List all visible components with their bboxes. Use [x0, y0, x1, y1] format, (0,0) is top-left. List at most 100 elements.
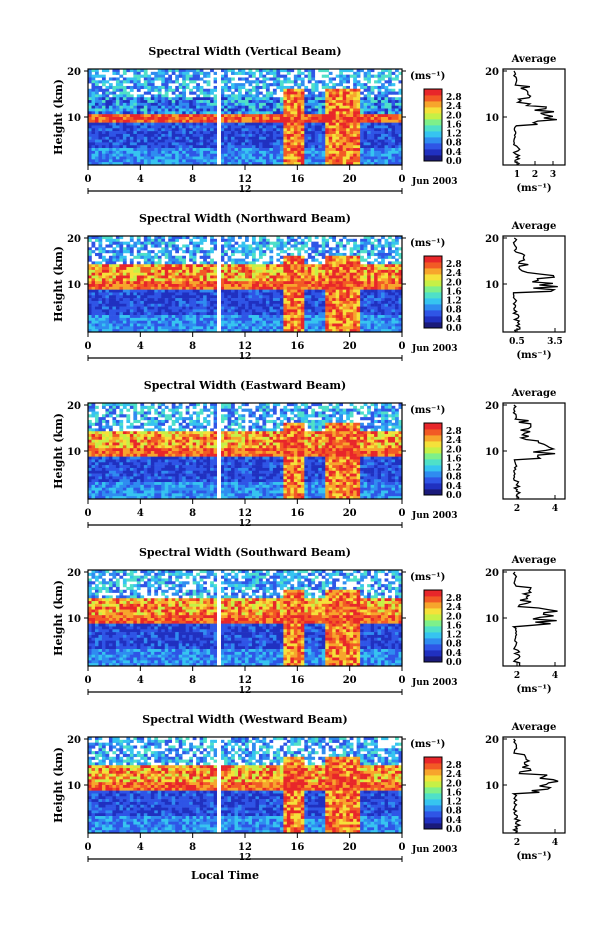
- heatmap-cell: [283, 69, 288, 73]
- heatmap-cell: [227, 139, 232, 143]
- heatmap-cell: [321, 295, 326, 299]
- heatmap-cell: [182, 148, 186, 152]
- colorbar-swatch: [424, 143, 442, 150]
- heatmap-cell: [388, 252, 392, 257]
- heatmap-cell: [321, 91, 326, 95]
- heatmap-cell: [175, 111, 180, 115]
- heatmap-cell: [335, 122, 340, 126]
- x-tick-label: 4: [137, 174, 144, 185]
- heatmap-cell: [339, 309, 343, 313]
- heatmap-cell: [133, 133, 138, 138]
- heatmap-cell: [199, 261, 204, 265]
- heatmap-cell: [122, 162, 127, 166]
- heatmap-cell: [251, 238, 256, 242]
- heatmap-cell: [258, 264, 263, 268]
- heatmap-cell: [272, 286, 277, 290]
- heatmap-cell: [224, 281, 228, 285]
- heatmap-cell: [192, 236, 197, 240]
- heatmap-cell: [304, 125, 309, 129]
- heatmap-cell: [91, 300, 96, 305]
- heatmap-cell: [178, 148, 183, 152]
- heatmap-cell: [220, 111, 225, 115]
- heatmap-cell: [140, 139, 145, 143]
- heatmap-cell: [88, 74, 92, 78]
- heatmap-cell: [147, 255, 152, 259]
- heatmap-cell: [133, 105, 138, 109]
- heatmap-cell: [304, 128, 309, 132]
- heatmap-cell: [353, 238, 357, 242]
- heatmap-cell: [367, 142, 371, 146]
- heatmap-cell: [136, 145, 141, 149]
- heatmap-cell: [199, 284, 204, 288]
- heatmap-cell: [276, 275, 281, 279]
- heatmap-cell: [150, 264, 155, 268]
- heatmap-cell: [168, 150, 173, 154]
- heatmap-cell: [112, 133, 117, 138]
- heatmap-cell: [367, 278, 371, 282]
- heatmap-cell: [150, 71, 155, 75]
- heatmap-cell: [182, 150, 186, 154]
- heatmap-cell: [346, 145, 350, 149]
- heatmap-cell: [384, 102, 389, 106]
- x-tick-label: 0: [85, 174, 92, 185]
- heatmap-cell: [356, 255, 361, 259]
- heatmap-cell: [262, 278, 267, 282]
- heatmap-cell: [367, 150, 371, 154]
- heatmap-cell: [238, 264, 242, 268]
- heatmap-cell: [133, 244, 138, 248]
- heatmap-cell: [360, 97, 364, 101]
- heatmap-cell: [178, 108, 183, 112]
- heatmap-cell: [154, 136, 159, 140]
- heatmap-cell: [307, 247, 312, 251]
- heatmap-cell: [245, 111, 249, 115]
- heatmap-cell: [328, 272, 333, 276]
- heatmap-cell: [258, 97, 263, 101]
- heatmap-cell: [227, 238, 232, 242]
- heatmap-cell: [122, 312, 127, 316]
- heatmap-cell: [126, 133, 131, 138]
- heatmap-cell: [143, 102, 148, 106]
- heatmap-cell: [101, 298, 106, 302]
- heatmap-cell: [112, 114, 117, 118]
- heatmap-cell: [150, 241, 155, 245]
- heatmap-cell: [377, 102, 382, 106]
- heatmap-cell: [398, 100, 403, 104]
- heatmap-cell: [342, 269, 347, 273]
- heatmap-cell: [101, 284, 106, 288]
- heatmap-cell: [349, 295, 354, 299]
- heatmap-cell: [154, 309, 159, 313]
- heatmap-cell: [297, 139, 302, 143]
- heatmap-cell: [210, 131, 214, 135]
- heatmap-cell: [157, 77, 162, 81]
- heatmap-cell: [353, 74, 357, 78]
- heatmap-cell: [231, 309, 235, 313]
- heatmap-cell: [175, 128, 180, 132]
- heatmap-cell: [241, 252, 246, 257]
- heatmap-cell: [297, 162, 302, 166]
- heatmap-cell: [105, 125, 110, 129]
- heatmap-cell: [108, 136, 113, 140]
- heatmap-cell: [220, 264, 225, 268]
- heatmap-cell: [248, 145, 253, 149]
- heatmap-cell: [276, 298, 281, 302]
- heatmap-cell: [129, 150, 134, 154]
- heatmap-cell: [154, 156, 159, 160]
- heatmap-cell: [349, 292, 354, 296]
- heatmap-cell: [241, 272, 246, 276]
- heatmap-cell: [185, 122, 190, 126]
- heatmap-cell: [251, 298, 256, 302]
- heatmap-cell: [398, 80, 403, 84]
- heatmap-cell: [335, 298, 340, 302]
- heatmap-cell: [112, 300, 117, 305]
- heatmap-cell: [272, 77, 277, 81]
- heatmap-cell: [318, 300, 323, 305]
- heatmap-cell: [286, 281, 291, 285]
- heatmap-cell: [105, 94, 110, 98]
- heatmap-cell: [94, 153, 99, 157]
- heatmap-cell: [154, 133, 159, 138]
- heatmap-cell: [300, 122, 305, 126]
- heatmap-cell: [105, 300, 110, 305]
- heatmap-cell: [255, 267, 260, 271]
- heatmap-cell: [318, 117, 323, 121]
- heatmap-cell: [279, 156, 284, 160]
